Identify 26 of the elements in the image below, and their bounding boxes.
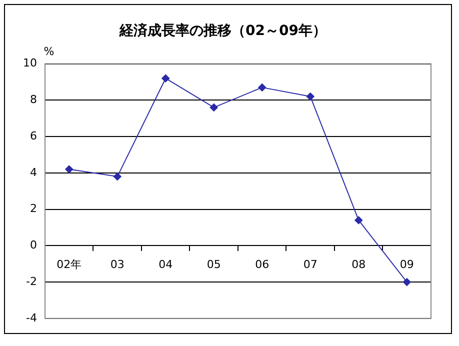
y-tick-label: 6 xyxy=(30,129,37,142)
x-tick-label: 05 xyxy=(206,258,221,272)
y-axis-title: % xyxy=(44,45,54,58)
point xyxy=(162,74,170,82)
y-tick-label: 0 xyxy=(30,238,37,252)
point xyxy=(402,278,411,286)
y-tick-label: 10 xyxy=(22,56,37,70)
x-tick-label: 08 xyxy=(352,258,366,272)
point xyxy=(306,92,314,101)
x-tick-label: 02年 xyxy=(56,258,82,272)
y-tick-label: 8 xyxy=(30,93,37,106)
point xyxy=(354,216,363,224)
point xyxy=(65,165,74,174)
y-tick-label: -4 xyxy=(26,311,37,324)
point xyxy=(210,103,218,112)
x-tick-label: 03 xyxy=(110,258,124,272)
x-tick-label: 06 xyxy=(255,258,270,272)
x-tick-label: 04 xyxy=(158,258,173,272)
point xyxy=(258,83,266,92)
x-tick-label: 07 xyxy=(303,258,318,272)
y-tick-label: 4 xyxy=(30,166,37,179)
y-tick-label: 2 xyxy=(30,202,37,216)
y-tick-label: -2 xyxy=(26,274,37,288)
point xyxy=(113,172,122,181)
chart-title: 経済成長率の推移（02～09年） xyxy=(118,22,326,40)
x-tick-label: 09 xyxy=(400,258,414,272)
